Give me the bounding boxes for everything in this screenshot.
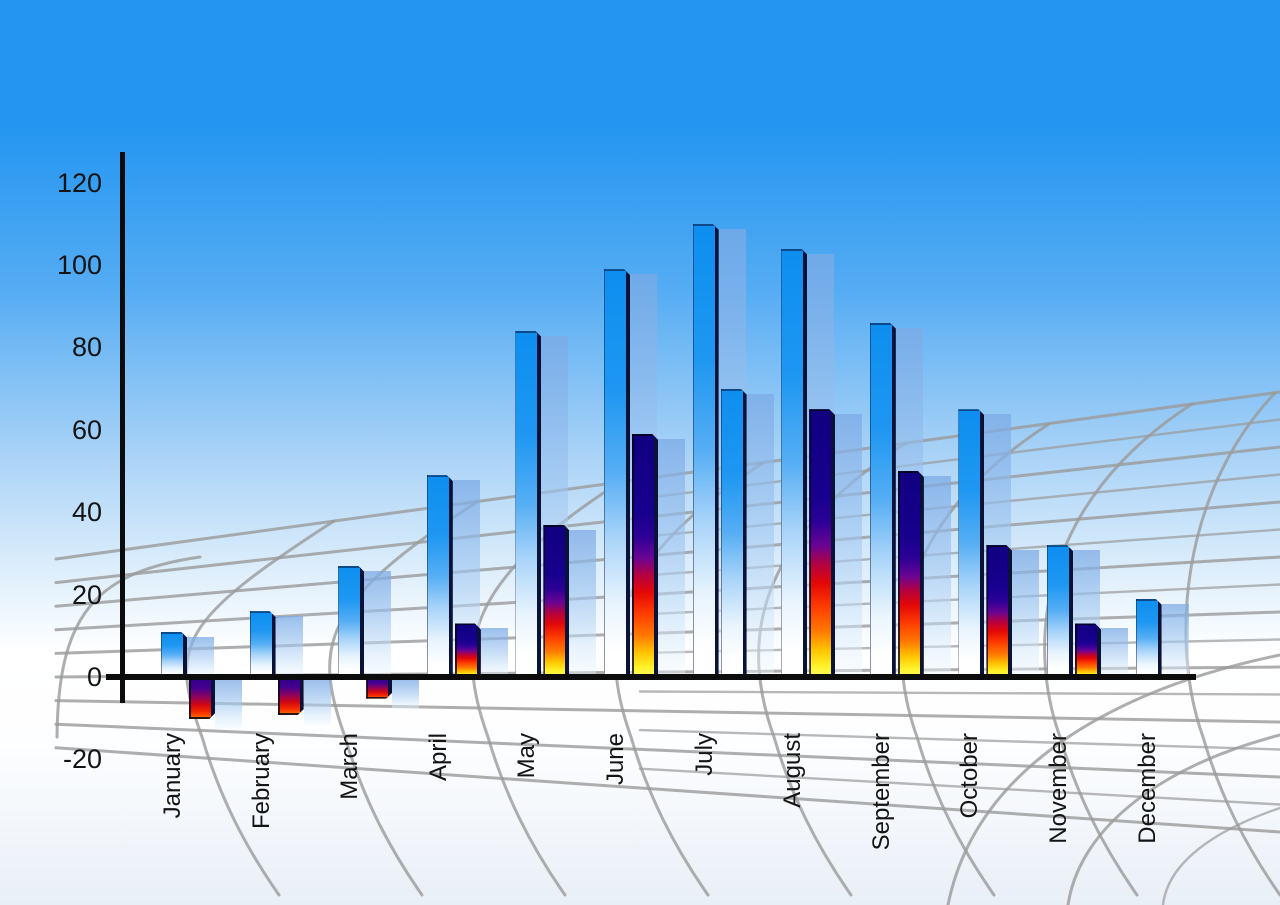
- y-tick-label-60: 60: [71, 414, 102, 445]
- bar-shadow-may-series2: [569, 529, 597, 677]
- month-label-march: March: [336, 733, 364, 800]
- grid-line: [1184, 391, 1280, 897]
- bar-shadow-august-series2: [835, 414, 863, 677]
- grid-line: [638, 767, 1280, 806]
- bar-may-series1: [515, 331, 541, 677]
- y-tick-label-0: 0: [86, 662, 102, 692]
- y-tick-label-20: 20: [71, 579, 102, 610]
- month-label-september: September: [867, 733, 895, 851]
- bar-january-series2: [189, 678, 215, 719]
- bar-september-series2: [898, 471, 924, 677]
- bar-shadow-march-series2: [392, 680, 420, 709]
- y-tick-label-80: 80: [71, 332, 102, 363]
- bar-november-series1: [1047, 545, 1073, 677]
- bar-shadow-july-series2: [746, 393, 774, 677]
- bar-march-series1: [338, 566, 364, 677]
- bar-shadow-april-series2: [480, 628, 508, 677]
- bar-march-series2: [366, 678, 392, 699]
- bar-shadow-june-series2: [658, 438, 685, 677]
- bar-shadow-february-series1: [275, 616, 303, 677]
- bar-july-series2: [721, 389, 747, 677]
- grid-line: [946, 653, 1280, 905]
- y-tick-label-100: 100: [56, 250, 102, 280]
- y-tick-label--20: -20: [62, 744, 102, 775]
- bar-june-series1: [604, 269, 630, 677]
- bar-june-series2: [632, 434, 658, 677]
- bar-shadow-october-series2: [1012, 550, 1040, 677]
- grid-line: [54, 699, 1280, 724]
- bar-october-series2: [986, 545, 1012, 677]
- bar-shadow-march-series1: [364, 570, 392, 677]
- bar-february-series2: [278, 678, 304, 715]
- month-label-december: December: [1133, 733, 1161, 844]
- grid-line: [55, 555, 202, 739]
- month-label-november: November: [1045, 733, 1072, 844]
- grid-line: [638, 690, 1280, 696]
- bar-shadow-january-series1: [187, 636, 214, 677]
- x-axis-zero-line: [106, 674, 1196, 680]
- bar-shadow-january-series2: [215, 680, 242, 730]
- bar-shadow-september-series2: [923, 476, 951, 677]
- bar-july-series1: [693, 224, 719, 677]
- month-label-february: February: [247, 733, 275, 830]
- y-axis-line: [120, 152, 125, 703]
- bar-january-series1: [161, 632, 187, 677]
- month-label-january: January: [159, 733, 186, 819]
- bar-february-series1: [250, 611, 276, 677]
- y-tick-label-40: 40: [71, 497, 102, 528]
- grid-line: [1161, 806, 1280, 905]
- bar-may-series2: [543, 525, 569, 677]
- bar-august-series1: [781, 249, 807, 677]
- bar-april-series1: [427, 475, 453, 677]
- grid-line: [638, 728, 1280, 751]
- bar-september-series1: [870, 323, 896, 677]
- month-label-may: May: [513, 733, 541, 779]
- bar-december-series1: [1136, 599, 1162, 677]
- bar-shadow-february-series2: [303, 680, 331, 726]
- bar-shadow-november-series2: [1101, 628, 1128, 677]
- grid-line: [54, 722, 1280, 779]
- y-tick-label-120: 120: [56, 167, 102, 198]
- month-label-june: June: [602, 733, 629, 786]
- bar-august-series2: [809, 409, 835, 677]
- month-label-august: August: [779, 733, 807, 808]
- bar-april-series2: [455, 623, 481, 677]
- grid-line: [1066, 733, 1280, 905]
- bar-shadow-december-series1: [1161, 603, 1189, 677]
- bar-november-series2: [1075, 623, 1101, 677]
- grid-line: [54, 746, 1280, 834]
- bar-october-series1: [958, 409, 984, 677]
- grid-line: [185, 519, 336, 897]
- month-label-october: October: [956, 733, 984, 819]
- month-label-april: April: [424, 733, 452, 782]
- grid-line: [900, 422, 1051, 897]
- month-label-july: July: [690, 733, 718, 776]
